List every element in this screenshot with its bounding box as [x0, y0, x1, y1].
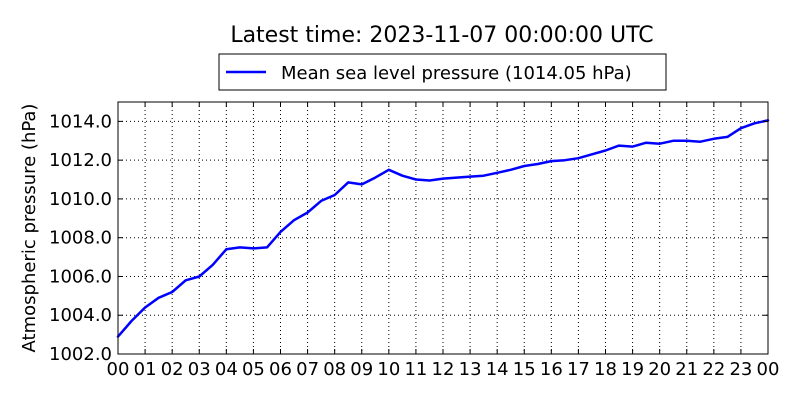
grid [118, 102, 768, 354]
x-tick-label: 08 [323, 359, 346, 380]
legend-label: Mean sea level pressure (1014.05 hPa) [281, 63, 632, 84]
series-line-mean-sea-level-pressure [116, 119, 770, 338]
y-tick-label: 1006.0 [49, 266, 112, 287]
x-tick-label: 17 [567, 359, 590, 380]
x-tick-label: 16 [540, 359, 563, 380]
y-tick-label: 1012.0 [49, 150, 112, 171]
x-tick-label: 00 [107, 359, 130, 380]
chart-title: Latest time: 2023-11-07 00:00:00 UTC [230, 23, 653, 48]
x-tick-label: 15 [513, 359, 536, 380]
series-layer [116, 119, 770, 338]
legend-box [218, 53, 667, 91]
x-tick-label: 00 [757, 359, 780, 380]
legend: Mean sea level pressure (1014.05 hPa) [218, 53, 667, 91]
x-tick-label: 19 [621, 359, 644, 380]
x-tick-label: 02 [161, 359, 184, 380]
x-tick-label: 09 [350, 359, 373, 380]
x-tick-label: 11 [404, 359, 427, 380]
y-tick-label: 1002.0 [49, 344, 112, 365]
x-tick-label: 05 [242, 359, 265, 380]
x-tick-label: 04 [215, 359, 238, 380]
y-tick-label: 1008.0 [49, 228, 112, 249]
x-tick-label: 18 [594, 359, 617, 380]
y-axis-label: Atmospheric pressure (hPa) [19, 104, 40, 353]
x-tick-label: 07 [296, 359, 319, 380]
x-tick-label: 22 [702, 359, 725, 380]
y-tick-label: 1004.0 [49, 305, 112, 326]
x-tick-label: 03 [188, 359, 211, 380]
x-tick-label: 10 [377, 359, 400, 380]
x-tick-label: 12 [432, 359, 455, 380]
x-tick-label: 23 [729, 359, 752, 380]
x-tick-label: 14 [486, 359, 509, 380]
x-tick-label: 21 [675, 359, 698, 380]
x-tick-label: 20 [648, 359, 671, 380]
x-tick-label: 13 [459, 359, 482, 380]
y-tick-label: 1010.0 [49, 189, 112, 210]
ticks: 00 01 02 03 04 05 06 07 08 09 10 11 12 13 14 15 16 17 18 19… [49, 102, 779, 380]
x-tick-label: 01 [134, 359, 157, 380]
y-tick-label: 1014.0 [49, 111, 112, 132]
x-tick-label: 06 [269, 359, 292, 380]
plot-frame [117, 101, 769, 355]
